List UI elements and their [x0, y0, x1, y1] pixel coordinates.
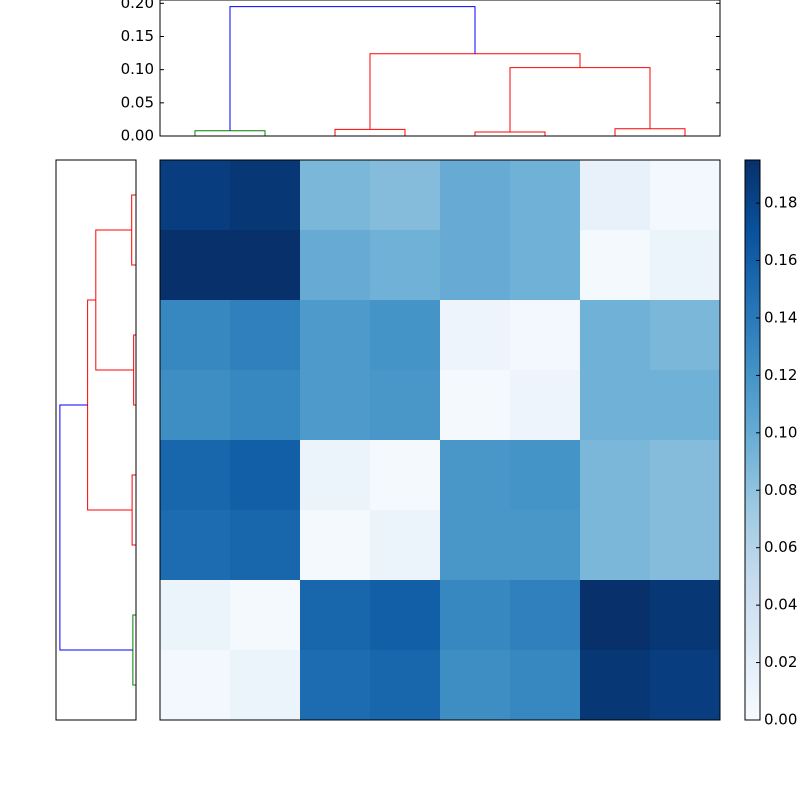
heatmap-cell: [510, 300, 581, 371]
heatmap-cell: [300, 440, 371, 511]
heatmap-cell: [370, 650, 441, 721]
heatmap-cell: [440, 650, 511, 721]
y-tick-label: 0.20: [121, 0, 154, 12]
colorbar-tick-label: 0.10: [764, 423, 797, 441]
heatmap-cell: [160, 230, 231, 301]
dendrogram-link: [229, 6, 476, 131]
heatmap-cell: [510, 650, 581, 721]
dendrogram-link: [474, 131, 546, 136]
heatmap-cell: [650, 440, 721, 511]
heatmap-cell: [160, 300, 231, 371]
heatmap-cell: [650, 300, 721, 371]
heatmap-cell: [370, 440, 441, 511]
heatmap-cell: [580, 370, 651, 441]
dendrogram-link: [131, 474, 136, 546]
heatmap-cell: [510, 510, 581, 581]
heatmap-cell: [370, 160, 441, 231]
heatmap-cell: [650, 650, 721, 721]
heatmap-frame: [159, 159, 721, 721]
heatmap-cell: [300, 580, 371, 651]
dendrogram-link: [509, 67, 651, 133]
heatmap-cell: [160, 510, 231, 581]
heatmap-cell: [230, 300, 301, 371]
heatmap-cell: [160, 440, 231, 511]
heatmap-cell: [230, 230, 301, 301]
heatmap-cell: [580, 650, 651, 721]
heatmap-cell: [580, 160, 651, 231]
heatmap-cell: [440, 230, 511, 301]
heatmap-cell: [650, 510, 721, 581]
heatmap-cell: [510, 160, 581, 231]
colorbar-tick-label: 0.06: [764, 538, 797, 556]
heatmap-cell: [160, 370, 231, 441]
colorbar-tick-label: 0.14: [764, 308, 797, 326]
heatmap-cell: [510, 230, 581, 301]
dendrogram-link: [95, 229, 134, 371]
dendrogram-link: [614, 128, 686, 136]
heatmap-cell: [650, 370, 721, 441]
heatmap-cell: [160, 650, 231, 721]
colorbar: [744, 159, 761, 721]
heatmap-cell: [440, 370, 511, 441]
heatmap-cell: [580, 580, 651, 651]
colorbar-tick-label: 0.12: [764, 366, 797, 384]
heatmap-cell: [230, 370, 301, 441]
heatmap-cell: [440, 510, 511, 581]
heatmap-cell: [440, 440, 511, 511]
y-tick-label: 0.10: [121, 60, 154, 78]
y-tick-label: 0.15: [121, 27, 154, 45]
dendrogram-link: [59, 404, 133, 651]
colorbar-tick-label: 0.00: [764, 711, 797, 729]
dendrogram-link: [87, 299, 133, 511]
heatmap-cell: [440, 300, 511, 371]
colorbar-tick-label: 0.04: [764, 596, 797, 614]
heatmap-cell: [300, 230, 371, 301]
heatmap-cell: [440, 580, 511, 651]
heatmap-cell: [370, 580, 441, 651]
heatmap-cell: [230, 510, 301, 581]
heatmap-cell: [580, 300, 651, 371]
dendrogram-link: [131, 194, 136, 266]
dendrogram-frame: [159, 0, 721, 137]
heatmap-cell: [440, 160, 511, 231]
heatmap-cell: [300, 300, 371, 371]
heatmap-cell: [580, 440, 651, 511]
heatmap-cell: [230, 580, 301, 651]
heatmap-cell: [230, 160, 301, 231]
heatmap-cell: [510, 580, 581, 651]
heatmap-cell: [230, 440, 301, 511]
heatmap-cell: [580, 510, 651, 581]
colorbar-tick-label: 0.16: [764, 251, 797, 269]
heatmap-cell: [370, 230, 441, 301]
heatmap-cell: [370, 510, 441, 581]
y-tick-label: 0.00: [121, 127, 154, 145]
colorbar-tick-label: 0.18: [764, 194, 797, 212]
heatmap-cell: [650, 580, 721, 651]
y-tick-label: 0.05: [121, 93, 154, 111]
heatmap-cell: [510, 370, 581, 441]
colorbar-tick-label: 0.02: [764, 653, 797, 671]
dendrogram-frame: [55, 159, 137, 721]
heatmap-cell: [160, 580, 231, 651]
colorbar-tick-label: 0.08: [764, 481, 797, 499]
heatmap-cell: [300, 160, 371, 231]
dendrogram-link: [194, 130, 266, 136]
heatmap-cell: [300, 650, 371, 721]
heatmap-cell: [510, 440, 581, 511]
heatmap-cell: [300, 510, 371, 581]
dendrogram-link: [334, 128, 406, 136]
heatmap-cell: [370, 370, 441, 441]
heatmap-cell: [370, 300, 441, 371]
heatmap-cell: [160, 160, 231, 231]
heatmap-cell: [650, 160, 721, 231]
dendrogram-link: [369, 53, 581, 130]
heatmap-cell: [580, 230, 651, 301]
heatmap-cell: [300, 370, 371, 441]
heatmap-cell: [230, 650, 301, 721]
heatmap-cell: [650, 230, 721, 301]
